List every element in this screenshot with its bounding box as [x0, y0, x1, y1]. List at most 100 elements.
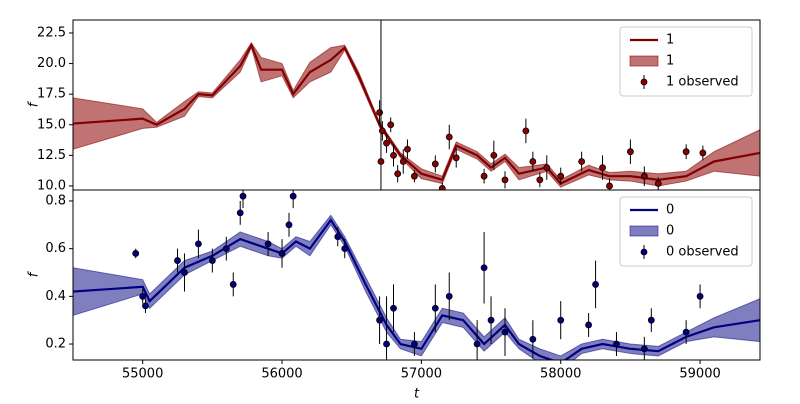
observed-point: [606, 182, 613, 190]
observed-point: [376, 316, 383, 324]
observed-point: [682, 148, 690, 156]
observed-point: [174, 257, 181, 264]
observed-point: [387, 121, 395, 129]
legend-key: [629, 225, 659, 237]
observed-point: [592, 281, 599, 288]
legend-box: [619, 196, 753, 267]
legend-key: [629, 55, 659, 67]
legend-label: 1: [666, 33, 674, 48]
observed-point: [640, 345, 648, 353]
observed-point: [383, 340, 390, 348]
observed-point: [480, 172, 488, 180]
confidence-band: [73, 214, 760, 360]
observed-point: [431, 160, 439, 168]
observed-point: [640, 172, 648, 180]
legend-key: [640, 248, 648, 256]
observed-point: [411, 172, 418, 180]
x-tick-label: 57000: [401, 367, 442, 382]
x-tick-label: 55000: [122, 367, 163, 382]
observed-point: [376, 109, 383, 116]
observed-point: [529, 335, 537, 343]
observed-point: [627, 148, 634, 156]
legend-label: 1 observed: [666, 75, 739, 90]
y-tick-label: 15.0: [37, 117, 66, 132]
y-axis-label: f: [27, 270, 42, 277]
observed-point: [431, 304, 439, 312]
legend-label: 0 observed: [666, 245, 739, 260]
observed-point: [501, 328, 509, 336]
observed-point: [229, 281, 237, 288]
observed-point: [222, 245, 230, 253]
legend-box: [619, 26, 753, 97]
y-tick-label: 17.5: [37, 87, 66, 102]
observed-point: [452, 154, 460, 162]
observed-point: [613, 340, 620, 348]
observed-point: [264, 240, 272, 248]
observed-point: [578, 158, 586, 165]
y-tick-label: 0.6: [45, 241, 66, 256]
observed-point: [399, 158, 407, 165]
legend-key: [640, 78, 648, 86]
observed-point: [490, 151, 498, 159]
observed-point: [142, 302, 149, 310]
observed-point: [334, 233, 342, 241]
observed-point: [522, 127, 530, 135]
observed-point: [557, 172, 565, 180]
y-tick-label: 20.0: [37, 56, 66, 71]
observed-point: [289, 192, 297, 200]
plot-area: [73, 190, 760, 360]
observed-point: [285, 221, 293, 229]
observed-point: [181, 269, 188, 276]
observed-point: [394, 170, 402, 178]
observed-point: [473, 340, 481, 348]
y-tick-label: 0.4: [45, 289, 66, 304]
observed-point: [654, 180, 662, 187]
x-tick-label: 59000: [679, 367, 720, 382]
plot-area: [73, 20, 760, 190]
observed-point: [390, 304, 397, 312]
y-tick-label: 22.5: [37, 25, 66, 40]
y-tick-label: 10.0: [37, 178, 66, 193]
observed-point: [543, 164, 551, 172]
observed-point: [445, 292, 453, 300]
observed-point: [239, 192, 247, 200]
mean-line: [73, 218, 760, 360]
x-tick-label: 56000: [261, 367, 302, 382]
axes-frame: [72, 189, 761, 361]
observed-point: [377, 158, 385, 165]
x-axis-label: t: [414, 387, 420, 401]
observed-point: [438, 185, 446, 190]
observed-point: [411, 340, 418, 348]
legend-label: 0: [666, 203, 674, 218]
observed-point: [139, 292, 147, 300]
observed-point: [383, 139, 390, 147]
observed-point: [404, 145, 411, 153]
observed-point: [682, 328, 690, 336]
observed-point: [480, 264, 488, 272]
observed-point: [378, 127, 386, 135]
y-tick-label: 0.8: [45, 193, 66, 208]
observed-point: [585, 321, 592, 329]
observed-point: [699, 149, 707, 157]
x-tick-label: 58000: [540, 367, 581, 382]
observed-point: [487, 316, 495, 324]
observed-point: [278, 250, 286, 257]
y-tick-label: 12.5: [37, 148, 66, 163]
observed-point: [501, 176, 509, 184]
observed-point: [390, 151, 397, 159]
observed-point: [236, 209, 244, 217]
observed-point: [696, 292, 704, 300]
observed-point: [341, 245, 349, 253]
observed-point: [132, 250, 140, 257]
legend-label: 0: [666, 224, 674, 239]
observed-point: [529, 158, 537, 165]
observed-point: [208, 257, 216, 264]
legend-label: 1: [666, 54, 674, 69]
observed-point: [536, 176, 544, 184]
observed-point: [647, 316, 655, 324]
observed-point: [599, 164, 606, 172]
y-axis-label: f: [27, 100, 42, 107]
y-tick-label: 0.2: [45, 337, 66, 352]
observed-point: [557, 316, 565, 324]
